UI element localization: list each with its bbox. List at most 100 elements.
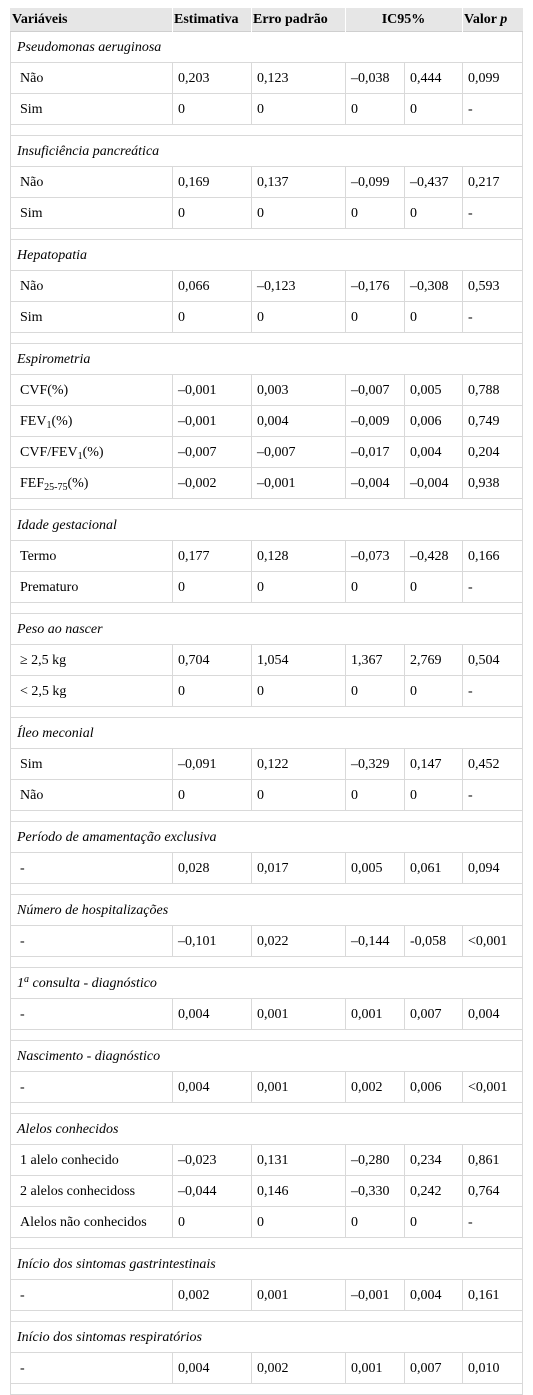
- section-title-text: Espirometria: [17, 352, 91, 367]
- estimativa-cell: 0: [172, 780, 251, 810]
- estimativa-cell: 0: [172, 1207, 251, 1237]
- erro-padrao-cell: 0,128: [251, 541, 345, 571]
- estimativa-cell: 0,004: [172, 1353, 251, 1383]
- section-title: Alelos conhecidos: [11, 1114, 522, 1144]
- erro-padrao-cell: 0,131: [251, 1145, 345, 1175]
- header-valor-p: Valor p: [462, 8, 523, 31]
- table-row: Alelos não conhecidos 0 0 0 0-: [10, 1207, 523, 1238]
- valor-p-cell: -: [462, 198, 523, 228]
- row-label-subscript: 25-75: [44, 482, 68, 493]
- valor-p-cell: 0,204: [462, 437, 523, 467]
- estimativa-cell: –0,001: [172, 406, 251, 436]
- table-row: < 2,5 kg 0 0 0 0-: [10, 676, 523, 707]
- erro-padrao-cell: 0,003: [251, 375, 345, 405]
- row-label: Sim: [10, 94, 172, 124]
- valor-p-cell: 0,749: [462, 406, 523, 436]
- row-label-subscript: 1: [77, 451, 83, 462]
- row-label: Não: [10, 63, 172, 93]
- erro-padrao-cell: 0: [251, 676, 345, 706]
- estimativa-cell: –0,007: [172, 437, 251, 467]
- section-header: Peso ao nascer: [10, 614, 523, 645]
- erro-padrao-cell: 0,001: [251, 1280, 345, 1310]
- header-estimativa: Estimativa: [174, 12, 239, 27]
- erro-padrao-cell: –0,123: [251, 271, 345, 301]
- ic95-upper-cell: –0,308: [404, 271, 462, 301]
- erro-padrao-cell: 0,146: [251, 1176, 345, 1206]
- estimativa-cell: –0,023: [172, 1145, 251, 1175]
- table-row: -0,004 0,001 0,001 0,007 0,004: [10, 999, 523, 1030]
- table-row: - 0,002 0,001 –0,001 0,004 0,161: [10, 1280, 523, 1311]
- ic95-lower-cell: –0,038: [345, 63, 404, 93]
- table-row: Sim 0 0 0 0-: [10, 198, 523, 229]
- section-spacer: [10, 125, 523, 136]
- ic95-lower-cell: –0,009: [345, 406, 404, 436]
- row-label-text: FEV: [20, 414, 47, 429]
- table-row: - 0,004 0,001 0,002 0,006 <0,001: [10, 1072, 523, 1103]
- row-label: CVF(%): [10, 375, 172, 405]
- ic95-lower-cell: 0,005: [345, 853, 404, 883]
- table-row: ≥ 2,5 kg 0,704 1,054 1,367 2,769 0,504: [10, 645, 523, 676]
- row-label: Termo: [10, 541, 172, 571]
- section-header: Insuficiência pancreática: [10, 136, 523, 167]
- header-valor-p-prefix: Valor: [464, 12, 501, 27]
- table-row: Não 0 0 0 0-: [10, 780, 523, 811]
- estimativa-cell: 0: [172, 94, 251, 124]
- section-spacer: [10, 1030, 523, 1041]
- table-body: Pseudomonas aeruginosa Não 0,203 0,123 –0,03…: [10, 32, 523, 1395]
- row-label: FEV1(%): [10, 406, 172, 436]
- estimativa-cell: 0: [172, 302, 251, 332]
- section-title: Peso ao nascer: [11, 614, 522, 644]
- row-label: Sim: [10, 302, 172, 332]
- row-label-text: Alelos não conhecidos: [20, 1215, 147, 1230]
- header-valor-p-italic: p: [500, 12, 508, 27]
- section-spacer: [10, 333, 523, 344]
- section-title: Início dos sintomas respiratórios: [11, 1322, 522, 1352]
- row-label-text: Sim: [20, 757, 43, 772]
- row-label-text: FEF: [20, 476, 45, 491]
- ic95-upper-cell: 0: [404, 572, 462, 602]
- valor-p-cell: -: [462, 780, 523, 810]
- section-title: Número de hospitalizações: [11, 895, 522, 925]
- section-title-text: Nascimento - diagnóstico: [17, 1049, 161, 1064]
- section-title: Hepatopatia: [11, 240, 522, 270]
- valor-p-cell: 0,938: [462, 468, 523, 498]
- row-label: -: [10, 926, 172, 956]
- section-header: Alelos conhecidos: [10, 1114, 523, 1145]
- row-label: CVF/FEV1(%): [10, 437, 172, 467]
- valor-p-cell: 0,764: [462, 1176, 523, 1206]
- section-spacer: [10, 884, 523, 895]
- section-spacer: [10, 1311, 523, 1322]
- estimativa-cell: –0,101: [172, 926, 251, 956]
- ic95-upper-cell: 0,005: [404, 375, 462, 405]
- ic95-upper-cell: 0: [404, 198, 462, 228]
- valor-p-cell: 0,099: [462, 63, 523, 93]
- table-row: Sim –0,091 0,122 –0,329 0,147 0,452: [10, 749, 523, 780]
- section-title: Início dos sintomas gastrintestinais: [11, 1249, 522, 1279]
- ic95-lower-cell: 0: [345, 94, 404, 124]
- row-label-text: Sim: [20, 310, 43, 325]
- erro-padrao-cell: 0,123: [251, 63, 345, 93]
- ic95-upper-cell: 2,769: [404, 645, 462, 675]
- section-spacer: [10, 1384, 523, 1395]
- valor-p-cell: -: [462, 572, 523, 602]
- ic95-lower-cell: –0,280: [345, 1145, 404, 1175]
- section-header: 1a consulta - diagnóstico: [10, 968, 523, 999]
- ic95-upper-cell: 0,242: [404, 1176, 462, 1206]
- ic95-lower-cell: 0: [345, 780, 404, 810]
- row-label-text: -: [20, 861, 25, 876]
- section-header: Nascimento - diagnóstico: [10, 1041, 523, 1072]
- section-title-text: Hepatopatia: [17, 248, 87, 263]
- valor-p-cell: 0,161: [462, 1280, 523, 1310]
- table-row: Termo 0,177 0,128 –0,073 –0,428 0,166: [10, 541, 523, 572]
- ic95-upper-cell: 0,004: [404, 437, 462, 467]
- valor-p-cell: -: [462, 302, 523, 332]
- row-label-suffix: (%): [51, 414, 73, 429]
- section-title: Nascimento - diagnóstico: [11, 1041, 522, 1071]
- section-header: Início dos sintomas gastrintestinais: [10, 1249, 523, 1280]
- table-row: - 0,028 0,017 0,005 0,061 0,094: [10, 853, 523, 884]
- section-title-text: 1: [17, 976, 24, 991]
- section-title-text: Alelos conhecidos: [17, 1122, 119, 1137]
- row-label-text: Não: [20, 279, 44, 294]
- row-label: ≥ 2,5 kg: [10, 645, 172, 675]
- ic95-upper-cell: 0,061: [404, 853, 462, 883]
